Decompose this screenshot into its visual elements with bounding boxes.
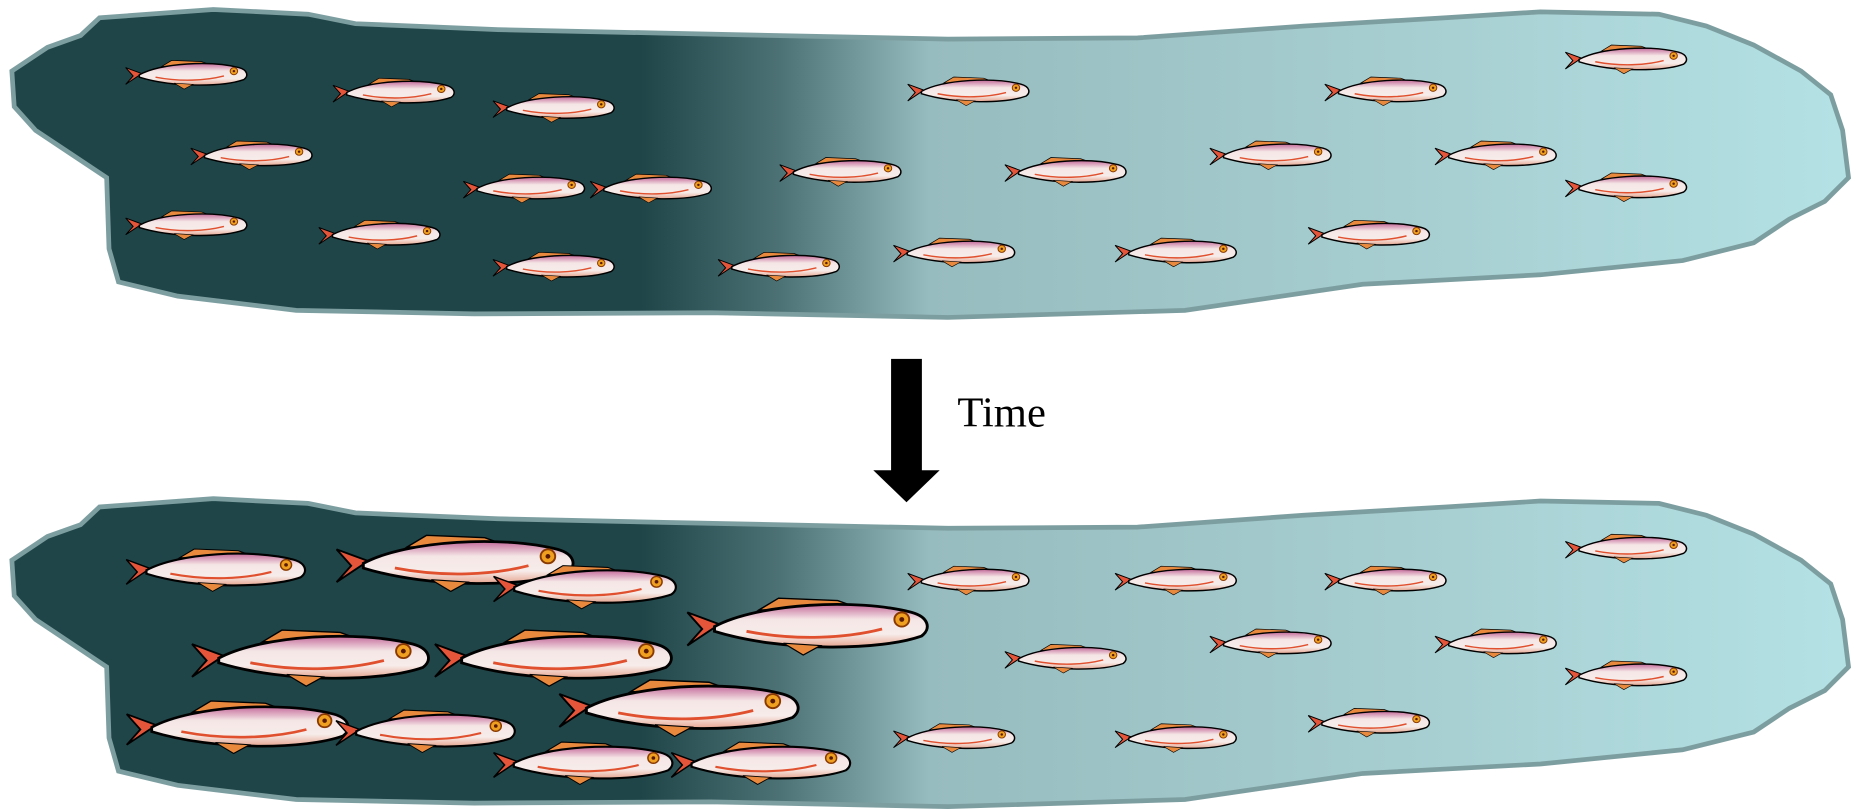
page: {"arrow": {"label": "Time"}} xyxy=(0,0,1858,809)
time-label: Time xyxy=(957,390,1045,437)
arrow-head xyxy=(873,470,939,502)
arrow-shaft xyxy=(891,359,922,473)
diagram: Time xyxy=(0,0,1858,809)
